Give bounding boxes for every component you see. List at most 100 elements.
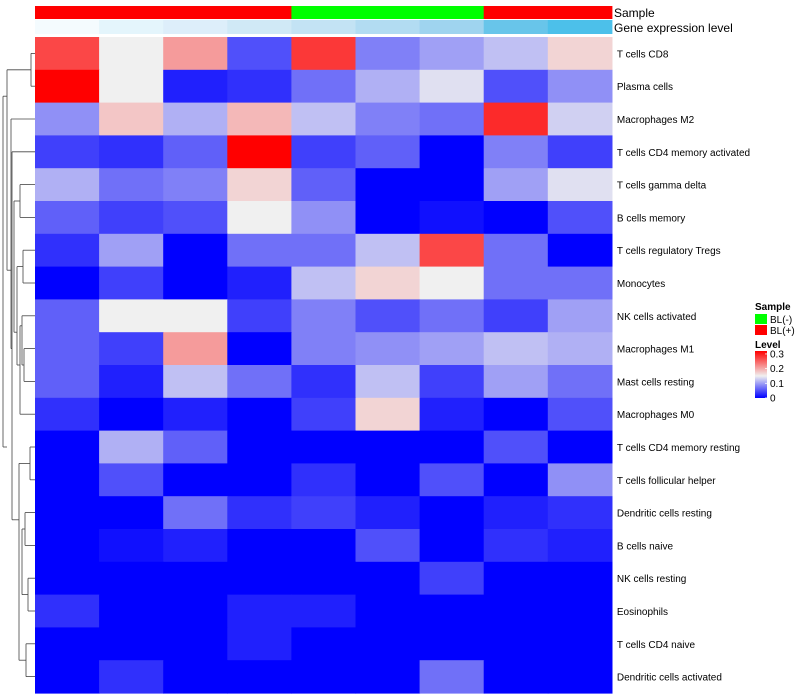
heatmap-cell bbox=[99, 69, 164, 104]
heatmap-cell bbox=[35, 365, 100, 399]
heatmap-cell bbox=[483, 496, 549, 530]
heatmap-cell bbox=[227, 233, 292, 268]
heatmap-cell bbox=[419, 660, 485, 694]
heatmap-cell bbox=[291, 430, 357, 464]
heatmap-cell bbox=[99, 430, 164, 464]
heatmap-cell bbox=[483, 135, 549, 169]
heatmap-cell bbox=[227, 201, 292, 235]
heatmap-cell bbox=[419, 37, 485, 71]
sample-annotation-cell bbox=[483, 6, 549, 19]
heatmap-cell bbox=[227, 561, 292, 596]
row-label: T cells regulatory Tregs bbox=[617, 246, 721, 257]
heatmap-cell bbox=[99, 627, 164, 661]
heatmap-cell bbox=[163, 37, 228, 71]
heatmap-cell bbox=[547, 135, 613, 169]
sample-annotation-label: Sample bbox=[614, 6, 655, 20]
heatmap-cell bbox=[291, 233, 357, 268]
heatmap-cell bbox=[547, 397, 613, 432]
heatmap-cell bbox=[163, 529, 228, 563]
sample-annotation-cell bbox=[547, 6, 613, 19]
heatmap-cell bbox=[291, 135, 357, 169]
heatmap-cell bbox=[35, 430, 100, 464]
heatmap-cell bbox=[547, 627, 613, 661]
heatmap-cell bbox=[99, 37, 164, 71]
heatmap-cell bbox=[227, 397, 292, 432]
heatmap-cell bbox=[35, 37, 100, 71]
heatmap-cell bbox=[35, 594, 100, 628]
heatmap-cell bbox=[291, 37, 357, 71]
sample-annotation-cell bbox=[163, 6, 228, 19]
heatmap-cell bbox=[163, 233, 228, 268]
heatmap-cell bbox=[99, 365, 164, 399]
heatmap-cell bbox=[419, 594, 485, 628]
heatmap-cell bbox=[355, 69, 421, 104]
legend-level-ticks: 0.3 0.2 0.1 0 bbox=[765, 349, 784, 405]
heatmap-cell bbox=[483, 102, 549, 136]
heatmap-cell bbox=[547, 529, 613, 563]
heatmap-cell bbox=[355, 660, 421, 694]
heatmap-cell bbox=[483, 561, 549, 596]
row-label: Macrophages M0 bbox=[617, 410, 695, 421]
heatmap-cell bbox=[547, 69, 613, 104]
gene-expression-annotation-cell bbox=[483, 20, 549, 34]
heatmap-cell bbox=[355, 561, 421, 596]
heatmap-cell bbox=[547, 168, 613, 202]
sample-annotation-cell bbox=[291, 6, 356, 19]
heatmap-cell bbox=[291, 102, 357, 136]
heatmap-cell bbox=[35, 233, 100, 268]
legend-level-colorbar bbox=[755, 351, 767, 398]
heatmap-cell bbox=[35, 266, 100, 300]
heatmap-cell bbox=[547, 496, 613, 530]
heatmap-cell bbox=[35, 561, 100, 596]
heatmap-cell bbox=[163, 561, 228, 596]
heatmap-cell bbox=[35, 299, 100, 333]
heatmap-cell bbox=[419, 529, 485, 563]
heatmap-cell bbox=[227, 135, 292, 169]
heatmap-cell bbox=[99, 397, 164, 432]
heatmap-cell bbox=[483, 529, 549, 563]
legend-sample-swatch bbox=[755, 325, 767, 335]
row-label: Macrophages M1 bbox=[617, 345, 695, 356]
row-labels: T cells CD8 Plasma cells Macrophages M2 T c… bbox=[617, 49, 750, 683]
heatmap-cell bbox=[355, 430, 421, 464]
heatmap-cell bbox=[483, 266, 549, 300]
legend-level-tick-label: 0.3 bbox=[770, 349, 784, 360]
legend-sample-label: BL(-) bbox=[770, 315, 792, 326]
heatmap-cells bbox=[35, 37, 613, 694]
heatmap-cell bbox=[99, 463, 164, 497]
heatmap-cell bbox=[547, 365, 613, 399]
sample-annotation-cell bbox=[227, 6, 292, 19]
heatmap-cell bbox=[163, 496, 228, 530]
heatmap-cell bbox=[291, 496, 357, 530]
heatmap-cell bbox=[419, 463, 485, 497]
heatmap-cell bbox=[483, 660, 549, 694]
heatmap-cell bbox=[291, 69, 357, 104]
heatmap-cell bbox=[355, 397, 421, 432]
heatmap-cell bbox=[419, 365, 485, 399]
heatmap-cell bbox=[163, 594, 228, 628]
heatmap-cell bbox=[35, 135, 100, 169]
heatmap-cell bbox=[99, 496, 164, 530]
gene-expression-annotation-cell bbox=[291, 20, 356, 34]
heatmap-cell bbox=[227, 463, 292, 497]
heatmap-cell bbox=[547, 102, 613, 136]
heatmap-cell bbox=[99, 299, 164, 333]
heatmap-cell bbox=[419, 135, 485, 169]
legend-level-tick-label: 0 bbox=[770, 394, 776, 405]
heatmap-cell bbox=[419, 201, 485, 235]
heatmap-cell bbox=[227, 332, 292, 366]
heatmap-cell bbox=[35, 397, 100, 432]
heatmap-cell bbox=[99, 332, 164, 366]
heatmap-cell bbox=[163, 266, 228, 300]
row-label: NK cells resting bbox=[617, 574, 686, 585]
legend-sample-title: Sample bbox=[755, 302, 791, 313]
heatmap-cell bbox=[355, 102, 421, 136]
heatmap-cell bbox=[227, 168, 292, 202]
legend-level-tick-label: 0.2 bbox=[770, 364, 784, 375]
heatmap-cell bbox=[35, 168, 100, 202]
gene-expression-annotation-bar bbox=[35, 20, 613, 34]
heatmap-cell bbox=[227, 430, 292, 464]
heatmap-cell bbox=[35, 529, 100, 563]
heatmap-cell bbox=[163, 430, 228, 464]
heatmap-cell bbox=[163, 332, 228, 366]
